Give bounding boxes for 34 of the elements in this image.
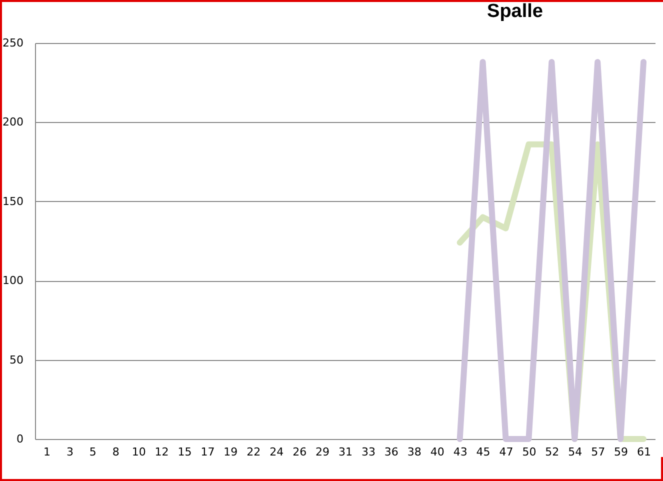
y-tick-label: 100	[2, 274, 24, 288]
x-tick-label: 61	[637, 446, 652, 458]
x-tick-label: 24	[270, 446, 284, 458]
x-tick-label: 33	[361, 446, 376, 458]
x-tick-label: 19	[224, 446, 238, 458]
x-tick-label: 26	[292, 446, 307, 458]
x-tick-label: 10	[132, 446, 146, 458]
x-tick-label: 22	[246, 446, 261, 458]
x-tick-label: 8	[112, 446, 120, 458]
chart-title: Spalle	[487, 1, 543, 22]
x-tick-label: 40	[430, 446, 444, 458]
x-tick-label: 36	[384, 446, 398, 458]
y-tick-label: 250	[2, 36, 24, 50]
x-tick-label: 3	[66, 446, 74, 458]
x-tick-label: 17	[200, 446, 215, 458]
x-tick-label: 31	[338, 446, 352, 458]
x-tick-label: 15	[178, 446, 192, 458]
x-tick-label: 57	[591, 446, 606, 458]
y-tick-label: 50	[10, 353, 24, 366]
x-tick-label: 54	[568, 446, 582, 458]
x-tick-label: 52	[545, 446, 560, 458]
x-tick-label: 45	[476, 446, 490, 458]
x-tick-label: 1	[43, 446, 50, 458]
x-tick-label: 12	[154, 446, 169, 458]
y-tick-label: 200	[2, 116, 24, 129]
x-tick-label: 43	[453, 446, 468, 458]
x-tick-label: 29	[316, 446, 330, 458]
x-tick-label: 38	[407, 446, 422, 458]
x-tick-label: 47	[499, 446, 514, 458]
x-tick-label: 59	[614, 446, 628, 458]
x-tick-label: 5	[89, 446, 96, 458]
y-tick-label: 0	[16, 432, 24, 446]
y-tick-label: 150	[2, 194, 24, 208]
x-tick-label: 50	[522, 446, 536, 458]
